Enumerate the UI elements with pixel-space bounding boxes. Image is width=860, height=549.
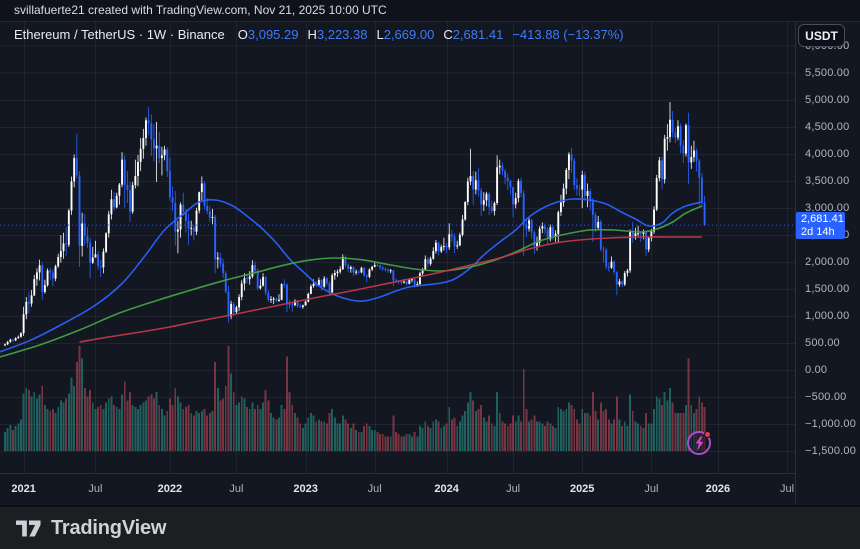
time-tick-label: 2023	[293, 483, 318, 495]
symbol-title: Ethereum / TetherUS · 1W · Binance	[14, 27, 225, 42]
ma-line	[0, 205, 703, 358]
time-tick-label: Jul	[229, 483, 244, 495]
last-price-badge: 2,681.41 2d 14h	[796, 212, 845, 239]
tradingview-logo-icon	[16, 520, 41, 536]
time-axis[interactable]: 2021 Jul 2022 Jul 2023 Jul 2024 Jul 2025 Jul 2026 J…	[0, 473, 795, 503]
chart-pane[interactable]	[0, 22, 795, 473]
ohlc-close: C2,681.41	[443, 27, 504, 42]
ohlc-high: H3,223.38	[307, 27, 368, 42]
lightning-bolt-icon	[695, 436, 704, 451]
currency-toggle-button[interactable]: USDT	[798, 24, 845, 47]
time-tick-label: Jul	[644, 483, 659, 495]
price-tick-label: −1,000.00	[805, 418, 857, 431]
candles-layer	[4, 102, 706, 347]
ohlc-open: O3,095.29	[237, 27, 299, 42]
time-tick-label: 2026	[705, 483, 731, 495]
price-tick-label: 500.00	[805, 337, 840, 349]
grid-layer	[0, 22, 795, 473]
volume-layer	[4, 346, 706, 452]
price-tick-label: 4,000.00	[805, 147, 850, 160]
time-tick-label: 2021	[11, 483, 36, 495]
bar-countdown: 2d 14h	[801, 226, 835, 238]
price-tick-label: 0.00	[805, 364, 828, 376]
attribution-text: svillafuerte21 created with TradingView.…	[14, 3, 387, 17]
price-tick-label: 4,500.00	[805, 120, 850, 133]
time-tick-label: Jul	[367, 483, 382, 495]
price-tick-label: 1,500.00	[805, 282, 850, 295]
moving-averages-layer	[0, 198, 703, 358]
time-tick-label: 2025	[569, 483, 595, 495]
change-value: −413.88 (−13.37%)	[512, 27, 624, 42]
symbol-legend[interactable]: Ethereum / TetherUS · 1W · Binance O3,09…	[14, 27, 624, 42]
footer-bar: TradingView	[0, 505, 860, 549]
time-tick-label: Jul	[506, 483, 521, 495]
tradingview-wordmark: TradingView	[51, 516, 167, 539]
price-tick-label: −1,500.00	[805, 445, 857, 458]
attribution-bar: svillafuerte21 created with TradingView.…	[0, 0, 860, 22]
price-tick-label: 3,500.00	[805, 174, 850, 187]
last-price-value: 2,681.41	[801, 213, 844, 225]
price-axis[interactable]: 6,000.005,500.005,000.004,500.004,000.00…	[795, 22, 860, 503]
time-tick-label: Jul	[88, 483, 103, 495]
ma-line	[79, 236, 702, 343]
time-tick-label: Jul	[779, 483, 795, 495]
price-tick-label: 1,000.00	[805, 309, 850, 322]
notification-dot	[704, 431, 711, 438]
time-tick-label: 2024	[434, 483, 459, 495]
price-tick-label: −500.00	[805, 391, 847, 403]
ma-line	[0, 198, 703, 353]
price-tick-label: 5,500.00	[805, 66, 850, 79]
time-tick-label: 2022	[157, 483, 183, 495]
price-tick-label: 2,000.00	[805, 255, 850, 268]
price-tick-label: 5,000.00	[805, 93, 850, 106]
ohlc-low: L2,669.00	[376, 27, 435, 42]
events-flash-icon[interactable]	[687, 431, 711, 455]
price-tick-label: 3,000.00	[805, 201, 850, 214]
